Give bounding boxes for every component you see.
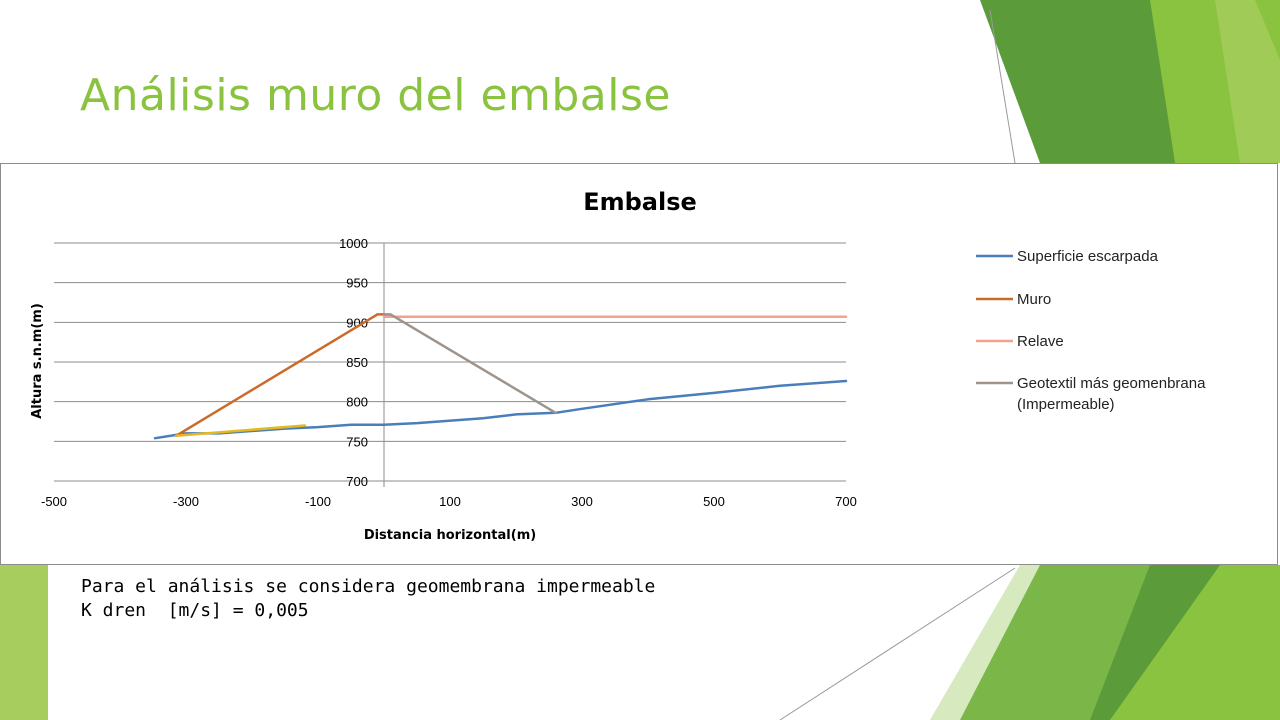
decor-line-bottom: [779, 567, 1016, 720]
decor-line-top: [989, 9, 1016, 164]
x-tick-label-100: 100: [439, 494, 461, 509]
y-axis-label: Altura s.n.m(m): [30, 303, 45, 419]
x-tick-label-300: 300: [571, 494, 593, 509]
x-tick-label--100: -100: [305, 494, 331, 509]
x-tick-label--500: -500: [41, 494, 67, 509]
caption: Para el análisis se considera geomembran…: [81, 575, 655, 623]
y-tick-label-900: 900: [346, 315, 368, 330]
caption-line-1: Para el análisis se considera geomembran…: [81, 576, 656, 597]
decor-shape-left: [0, 560, 48, 720]
x-tick-label-500: 500: [703, 494, 725, 509]
legend-label-1: Superficie escarpada: [1017, 248, 1159, 265]
y-tick-label-950: 950: [346, 276, 368, 291]
x-tick-label-700: 700: [835, 494, 857, 509]
decor-shape-top-dark: [980, 0, 1180, 163]
series-line-4: [382, 313, 557, 415]
series-line-2: [174, 313, 386, 438]
chart-title: Embalse: [583, 188, 697, 216]
x-axis-label: Distancia horizontal(m): [364, 528, 536, 543]
legend-label-4: Geotextil más geomenbrana: [1017, 375, 1206, 392]
caption-line-2: K dren [m/s] = 0,005: [81, 600, 309, 621]
x-tick-label--300: -300: [173, 494, 199, 509]
series-line-5: [174, 424, 307, 438]
legend-label-3: Relave: [1017, 333, 1064, 350]
legend-label-4-line-2: (Impermeable): [1017, 396, 1115, 413]
chart-container: Embalse 700 750 800 850 900 950 1000 -500 -300 -10…: [0, 163, 1278, 565]
y-tick-label-750: 750: [346, 434, 368, 449]
slide-title: Análisis muro del embalse: [80, 70, 671, 121]
y-tick-label-700: 700: [346, 474, 368, 489]
decor-shape-bottom-bright: [1110, 565, 1280, 720]
y-tick-label-850: 850: [346, 355, 368, 370]
series-line-1: [153, 379, 848, 440]
y-tick-label-1000: 1000: [339, 236, 368, 251]
legend-label-2: Muro: [1017, 291, 1051, 308]
line-chart: Embalse 700 750 800 850 900 950 1000 -500 -300 -10…: [30, 188, 1206, 543]
decor-shape-top-light: [1215, 0, 1280, 163]
y-tick-label-800: 800: [346, 395, 368, 410]
